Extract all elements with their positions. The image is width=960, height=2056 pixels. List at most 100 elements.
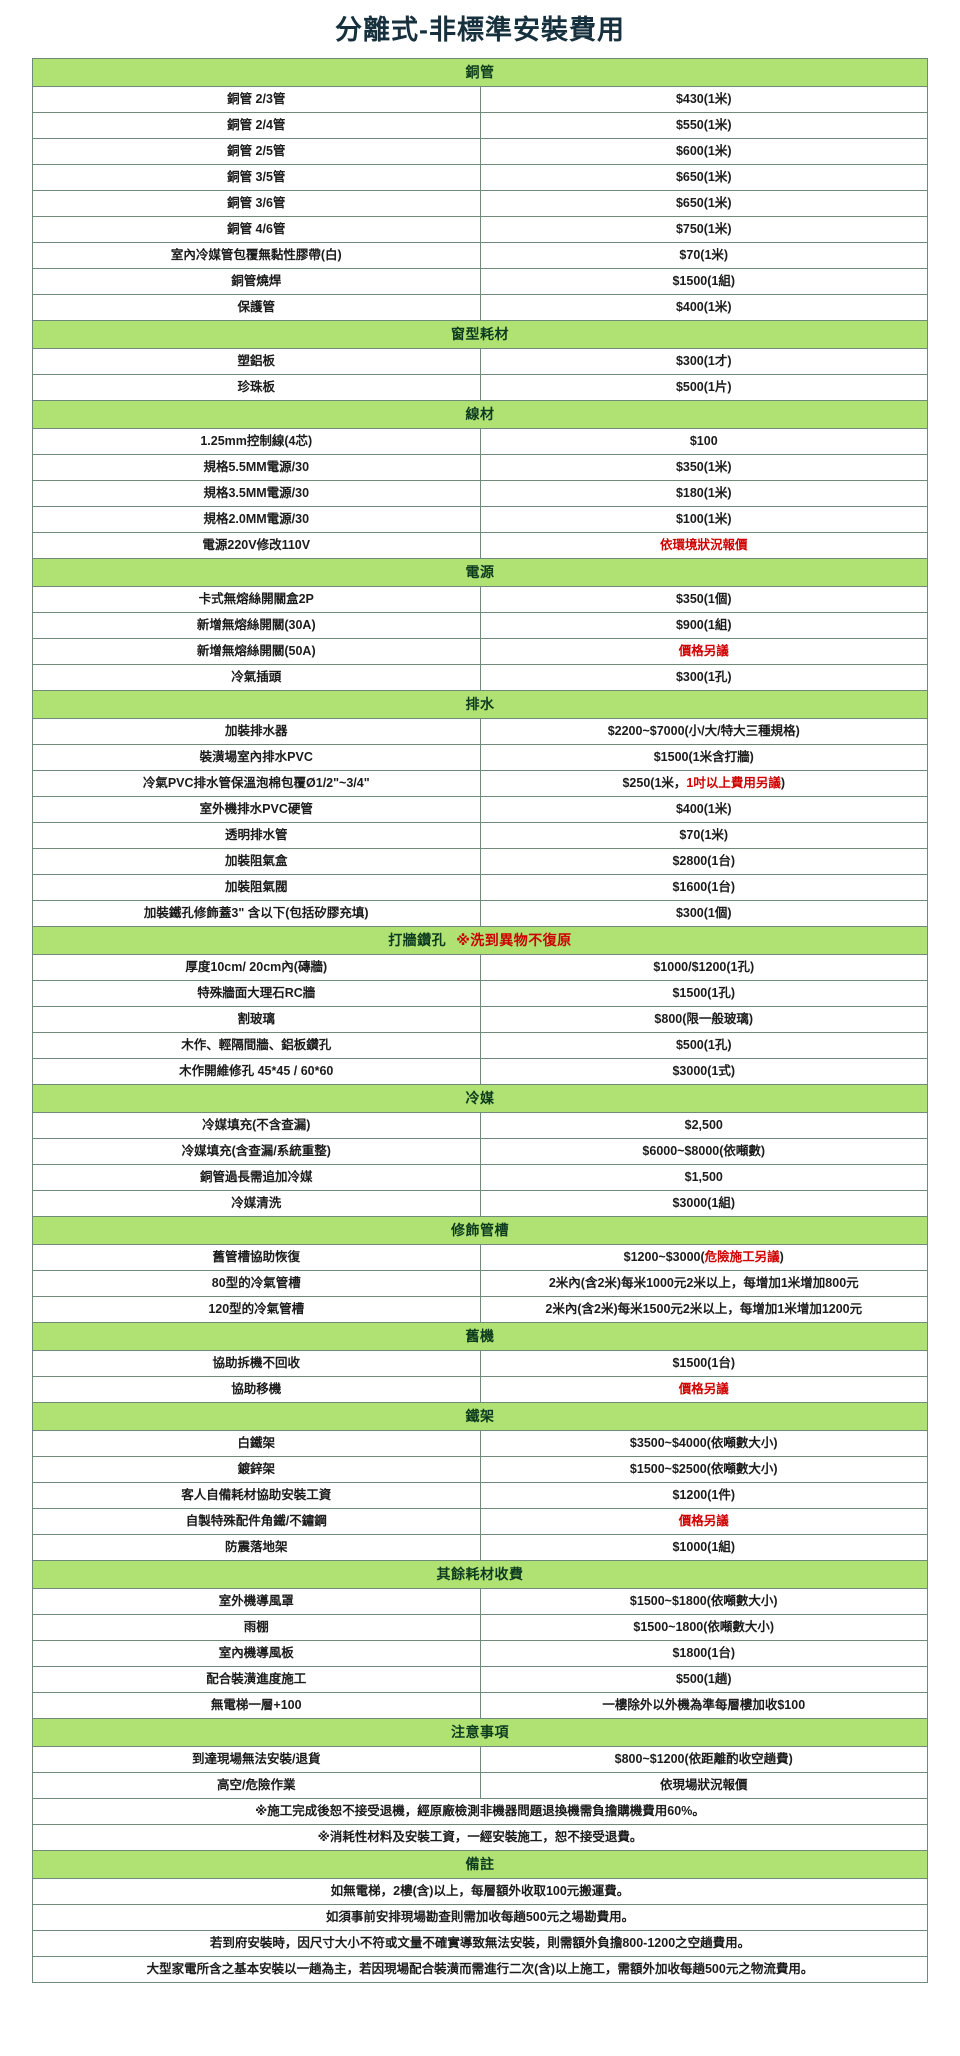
table-row: 1.25mm控制線(4芯) $100: [32, 428, 928, 456]
table-row: 銅管 2/3管 $430(1米): [32, 86, 928, 114]
item-price-cell: $1500(1米含打牆): [479, 744, 928, 772]
table-row: 加裝阻氣盒 $2800(1台): [32, 848, 928, 876]
item-label-cell: 冷媒清洗: [32, 1190, 481, 1218]
item-price-cell: $1500~$2500(依噸數大小): [479, 1456, 928, 1484]
item-label-cell: 裝潢場室內排水PVC: [32, 744, 481, 772]
price-sheet-page: 分離式-非標準安裝費用 銅管 銅管 2/3管 $430(1米) 銅管 2/4管 $550…: [32, 15, 928, 1984]
item-label-cell: 冷媒填充(不含查漏): [32, 1112, 481, 1140]
item-label-cell: 冷氣插頭: [32, 664, 481, 692]
section-header-label: 線材: [465, 406, 495, 423]
item-label-cell: 珍珠板: [32, 374, 481, 402]
item-label-cell: 透明排水管: [32, 822, 481, 850]
item-label-cell: 木作、輕隔間牆、鋁板鑽孔: [32, 1032, 481, 1060]
item-label-cell: 高空/危險作業: [32, 1772, 481, 1800]
section-header-label: 窗型耗材: [451, 326, 509, 343]
price-value: $400(1米): [675, 802, 732, 817]
item-price-cell: $1200~$3000(危險施工另議): [479, 1244, 928, 1272]
item-label-cell: 規格2.0MM電源/30: [32, 506, 481, 534]
table-row: 舊管槽協助恢復 $1200~$3000(危險施工另議): [32, 1244, 928, 1272]
item-price-cell: $400(1米): [479, 294, 928, 322]
item-price-cell: $2800(1台): [479, 848, 928, 876]
section-header-row: 注意事項: [32, 1718, 928, 1748]
section-header-cell: 線材: [32, 400, 928, 430]
price-value: $1500~1800(依噸數大小): [633, 1620, 775, 1635]
item-label-cell: 到達現場無法安裝/退貨: [32, 1746, 481, 1774]
item-label-cell: 保護管: [32, 294, 481, 322]
section-header-cell: 其餘耗材收費: [32, 1560, 928, 1590]
section-header-label: 備註: [465, 1856, 495, 1873]
price-value: $1,500: [684, 1170, 723, 1185]
price-highlight: 1吋以上費用另議: [686, 776, 781, 791]
section-header-label: 舊機: [465, 1328, 495, 1345]
item-price-cell: $1,500: [479, 1164, 928, 1192]
section-header-cell: 舊機: [32, 1322, 928, 1352]
price-value: $70(1米): [679, 828, 729, 843]
item-label-cell: 雨棚: [32, 1614, 481, 1642]
item-price-cell: $430(1米): [479, 86, 928, 114]
item-price-cell: $3000(1組): [479, 1190, 928, 1218]
item-label-cell: 室外機排水PVC硬管: [32, 796, 481, 824]
item-price-cell: $2200~$7000(小/大/特大三種規格): [479, 718, 928, 746]
item-label-cell: 室內冷媒管包覆無黏性膠帶(白): [32, 242, 481, 270]
price-value: 依現場狀況報價: [659, 1778, 748, 1793]
table-row: 銅管 4/6管 $750(1米): [32, 216, 928, 244]
section-header-warning: ※洗到異物不復原: [456, 932, 572, 949]
item-price-cell: $650(1米): [479, 164, 928, 192]
item-price-cell: $800(限一般玻璃): [479, 1006, 928, 1034]
table-row: 80型的冷氣管槽 2米內(含2米)每米1000元2米以上，每增加1米增加800元: [32, 1270, 928, 1298]
item-label-cell: 白鐵架: [32, 1430, 481, 1458]
item-label-cell: 120型的冷氣管槽: [32, 1296, 481, 1324]
item-price-cell: 依環境狀況報價: [479, 532, 928, 560]
section-header-cell: 修飾管槽: [32, 1216, 928, 1246]
section-header-cell: 窗型耗材: [32, 320, 928, 350]
item-price-cell: $100: [479, 428, 928, 456]
table-row: 新增無熔絲開關(50A) 價格另議: [32, 638, 928, 666]
table-row: 保護管 $400(1米): [32, 294, 928, 322]
item-price-cell: $1000/$1200(1孔): [479, 954, 928, 982]
item-label-cell: 冷氣PVC排水管保溫泡棉包覆Ø1/2"~3/4": [32, 770, 481, 798]
price-value: $1500~$1800(依噸數大小): [629, 1594, 778, 1609]
table-row: 室內機導風板 $1800(1台): [32, 1640, 928, 1668]
price-value: 一樓除外以外機為準每層樓加收$100: [602, 1698, 806, 1713]
table-row: 大型家電所含之基本安裝以一趟為主，若因現場配合裝潢而需進行二次(含)以上施工，需…: [32, 1956, 928, 1984]
item-price-cell: 一樓除外以外機為準每層樓加收$100: [479, 1692, 928, 1720]
price-value: $500(1孔): [675, 1038, 732, 1053]
section-header-label: 鐵架: [465, 1408, 495, 1425]
price-value: $2800(1台): [672, 854, 736, 869]
item-price-cell: $3500~$4000(依噸數大小): [479, 1430, 928, 1458]
table-row: 白鐵架 $3500~$4000(依噸數大小): [32, 1430, 928, 1458]
table-row: 冷媒填充(含查漏/系統重整) $6000~$8000(依噸數): [32, 1138, 928, 1166]
item-label-cell: 銅管 2/4管: [32, 112, 481, 140]
price-value: 價格另議: [678, 1382, 729, 1397]
table-row: 自製特殊配件角鐵/不鏽鋼 價格另議: [32, 1508, 928, 1536]
note-cell: ※消耗性材料及安裝工資，一經安裝施工，恕不接受退費。: [32, 1824, 928, 1852]
price-value: $800(限一般玻璃): [654, 1012, 754, 1027]
item-label-cell: 加裝阻氣盒: [32, 848, 481, 876]
item-label-cell: 新增無熔絲開關(30A): [32, 612, 481, 640]
item-price-cell: $300(1孔): [479, 664, 928, 692]
table-row: 厚度10cm/ 20cm內(磚牆) $1000/$1200(1孔): [32, 954, 928, 982]
table-row: 銅管 2/4管 $550(1米): [32, 112, 928, 140]
price-value: $800~$1200(依距離酌收空趟費): [614, 1752, 793, 1767]
table-row: 室外機導風罩 $1500~$1800(依噸數大小): [32, 1588, 928, 1616]
table-row: 割玻璃 $800(限一般玻璃): [32, 1006, 928, 1034]
price-prefix: $250(1米，: [622, 776, 687, 791]
item-price-cell: $550(1米): [479, 112, 928, 140]
item-label-cell: 無電梯一層+100: [32, 1692, 481, 1720]
table-row: 銅管過長需追加冷媒 $1,500: [32, 1164, 928, 1192]
item-price-cell: 2米內(含2米)每米1500元2米以上，每增加1米增加1200元: [479, 1296, 928, 1324]
table-row: 到達現場無法安裝/退貨 $800~$1200(依距離酌收空趟費): [32, 1746, 928, 1774]
item-label-cell: 銅管過長需追加冷媒: [32, 1164, 481, 1192]
item-label-cell: 電源220V修改110V: [32, 532, 481, 560]
section-header-label: 其餘耗材收費: [436, 1566, 524, 1583]
item-price-cell: $750(1米): [479, 216, 928, 244]
section-header-cell: 冷媒: [32, 1084, 928, 1114]
item-price-cell: $1200(1件): [479, 1482, 928, 1510]
price-value: $6000~$8000(依噸數): [642, 1144, 766, 1159]
price-value: $100(1米): [675, 512, 732, 527]
table-row: 協助移機 價格另議: [32, 1376, 928, 1404]
item-label-cell: 銅管 3/5管: [32, 164, 481, 192]
section-header-label: 冷媒: [465, 1090, 495, 1107]
price-value: $1500~$2500(依噸數大小): [629, 1462, 778, 1477]
item-label-cell: 客人自備耗材協助安裝工資: [32, 1482, 481, 1510]
